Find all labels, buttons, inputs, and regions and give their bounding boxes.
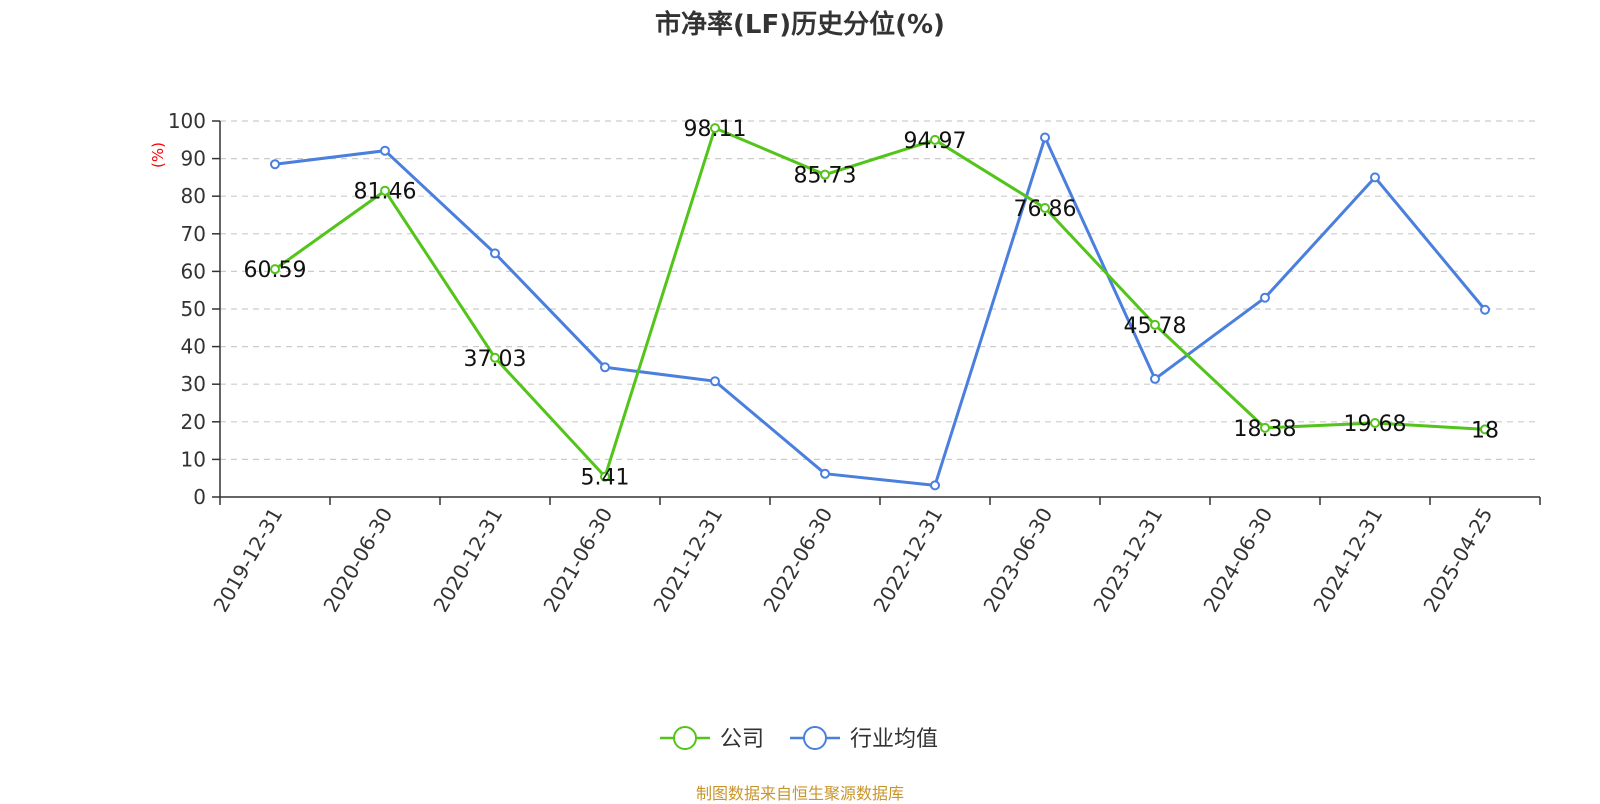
y-tick-label: 0: [193, 485, 206, 509]
x-tick-label: 2022-12-31: [868, 504, 947, 617]
y-tick-label: 20: [181, 410, 206, 434]
data-point[interactable]: [930, 134, 940, 145]
data-point[interactable]: [1150, 373, 1160, 384]
x-tick-label: 2024-12-31: [1308, 504, 1387, 617]
source-note: 制图数据来自恒生聚源数据库: [695, 784, 904, 803]
x-tick-label: 2023-12-31: [1088, 504, 1167, 617]
data-point[interactable]: [710, 376, 720, 387]
data-label: 81.46: [354, 180, 417, 205]
data-point[interactable]: [1260, 422, 1270, 433]
x-tick-label: 2022-06-30: [758, 504, 837, 617]
data-point[interactable]: [380, 185, 390, 196]
grid-lines: [220, 120, 1540, 460]
series-line-industry-avg: [274, 136, 1487, 487]
y-tick-label: 100: [168, 109, 206, 133]
data-point[interactable]: [1150, 319, 1160, 330]
legend-item-company[interactable]: 公司: [660, 726, 764, 752]
y-tick-label: 30: [181, 372, 206, 396]
data-point[interactable]: [1370, 172, 1380, 183]
data-label: 60.59: [244, 258, 307, 283]
data-point[interactable]: [820, 169, 830, 180]
data-label: 19.68: [1344, 412, 1407, 437]
data-point[interactable]: [1480, 424, 1490, 435]
data-point[interactable]: [490, 352, 500, 363]
data-label: 18: [1471, 418, 1499, 443]
data-point[interactable]: [820, 468, 830, 479]
data-labels: 60.59 81.46 37.03 5.41 98.11 85.73 94.97 76.86 4…: [244, 117, 1499, 491]
legend-label: 公司: [720, 727, 764, 752]
data-point[interactable]: [1040, 132, 1050, 143]
x-tick-label: 2024-06-30: [1198, 504, 1277, 617]
x-tick-label: 2021-06-30: [538, 504, 617, 617]
data-point[interactable]: [270, 159, 280, 170]
series-lines: [270, 123, 1490, 491]
x-tick-label: 2019-12-31: [208, 504, 287, 617]
chart-title: 市净率(LF)历史分位(%): [655, 10, 945, 40]
data-label: 94.97: [904, 129, 967, 154]
data-label: 18.38: [1234, 417, 1297, 442]
series-line-company: [274, 126, 1486, 479]
y-tick-label: 40: [181, 335, 206, 359]
data-point[interactable]: [600, 471, 610, 482]
x-tick-label: 2023-06-30: [978, 504, 1057, 617]
data-point[interactable]: [710, 123, 720, 134]
x-tick-label: 2021-12-31: [648, 504, 727, 617]
legend-label: 行业均值: [850, 727, 938, 752]
legend-marker-icon: [673, 726, 697, 750]
y-tick-label: 50: [181, 297, 206, 321]
data-point[interactable]: [380, 145, 390, 156]
data-point[interactable]: [930, 480, 940, 491]
data-label: 98.11: [684, 117, 747, 142]
data-label: 45.78: [1124, 314, 1187, 339]
data-label: 85.73: [794, 164, 857, 189]
data-point[interactable]: [1370, 418, 1380, 429]
legend[interactable]: 公司 行业均值: [660, 726, 938, 752]
x-tick-label: 2020-12-31: [428, 504, 507, 617]
y-tick-label: 70: [181, 222, 206, 246]
y-axis-label: (%): [149, 142, 167, 168]
data-label: 37.03: [464, 347, 527, 372]
y-tick-label: 80: [181, 184, 206, 208]
x-tick-label: 2020-06-30: [318, 504, 397, 617]
data-point[interactable]: [1040, 203, 1050, 214]
y-tick-label: 60: [181, 259, 206, 283]
data-point[interactable]: [270, 264, 280, 275]
data-point[interactable]: [490, 248, 500, 259]
y-tick-label: 90: [181, 147, 206, 171]
legend-marker-icon: [803, 726, 827, 750]
data-label: 5.41: [581, 466, 630, 491]
data-label: 76.86: [1014, 197, 1077, 222]
legend-item-industry-avg[interactable]: 行业均值: [790, 726, 938, 752]
x-tick-label: 2025-04-25: [1418, 504, 1497, 617]
y-tick-label: 10: [181, 447, 206, 471]
data-point[interactable]: [600, 362, 610, 373]
data-point[interactable]: [1480, 304, 1490, 315]
data-point[interactable]: [1260, 292, 1270, 303]
